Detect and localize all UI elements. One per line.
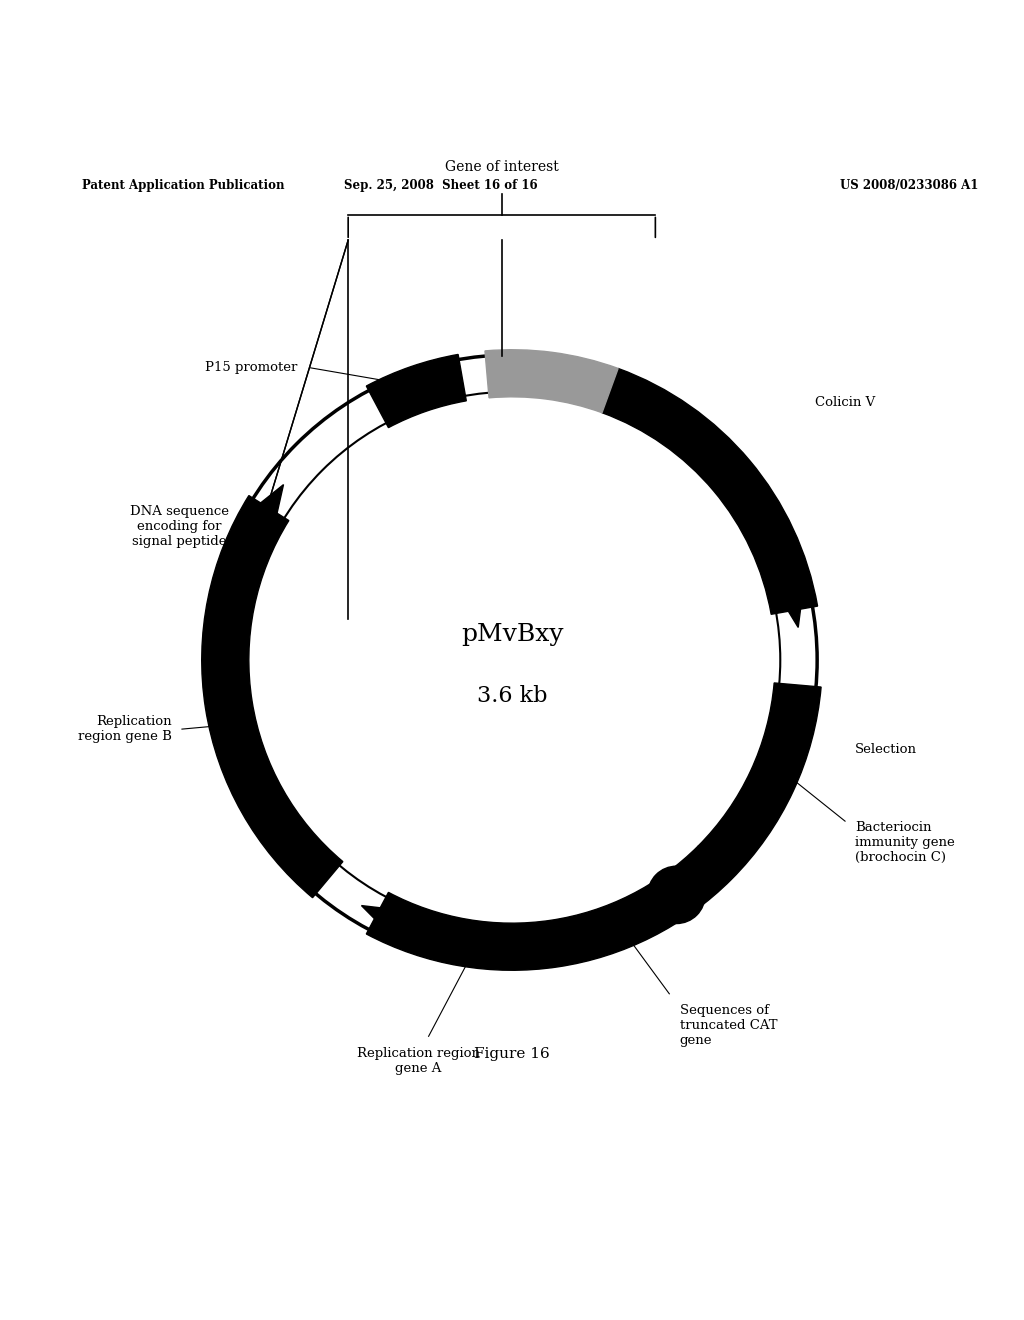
Wedge shape xyxy=(202,495,343,898)
Text: DNA sequence
encoding for
signal peptide: DNA sequence encoding for signal peptide xyxy=(130,506,228,548)
Text: Selection: Selection xyxy=(855,743,918,756)
Text: Colicin V: Colicin V xyxy=(815,396,876,409)
Text: Replication region
gene A: Replication region gene A xyxy=(357,1047,480,1074)
Wedge shape xyxy=(485,350,618,413)
Wedge shape xyxy=(367,355,466,428)
Text: Patent Application Publication: Patent Application Publication xyxy=(82,180,285,193)
Text: Bacteriocin
immunity gene
(brochocin C): Bacteriocin immunity gene (brochocin C) xyxy=(855,821,955,865)
Polygon shape xyxy=(361,906,410,940)
Text: Replication
region gene B: Replication region gene B xyxy=(78,715,172,743)
Polygon shape xyxy=(246,484,284,532)
Text: US 2008/0233086 A1: US 2008/0233086 A1 xyxy=(840,180,978,193)
Text: Sequences of
truncated CAT
gene: Sequences of truncated CAT gene xyxy=(680,1005,777,1047)
Polygon shape xyxy=(773,579,805,627)
Text: Figure 16: Figure 16 xyxy=(474,1047,550,1061)
Wedge shape xyxy=(698,682,821,879)
Text: P15 promoter: P15 promoter xyxy=(205,360,297,374)
Wedge shape xyxy=(367,846,731,970)
Polygon shape xyxy=(699,834,742,879)
Text: Gene of interest: Gene of interest xyxy=(444,160,559,174)
Text: 3.6 kb: 3.6 kb xyxy=(477,685,547,706)
Text: Sep. 25, 2008  Sheet 16 of 16: Sep. 25, 2008 Sheet 16 of 16 xyxy=(343,180,538,193)
Wedge shape xyxy=(602,368,817,614)
Text: pMvBxy: pMvBxy xyxy=(461,623,563,645)
Circle shape xyxy=(648,866,706,924)
